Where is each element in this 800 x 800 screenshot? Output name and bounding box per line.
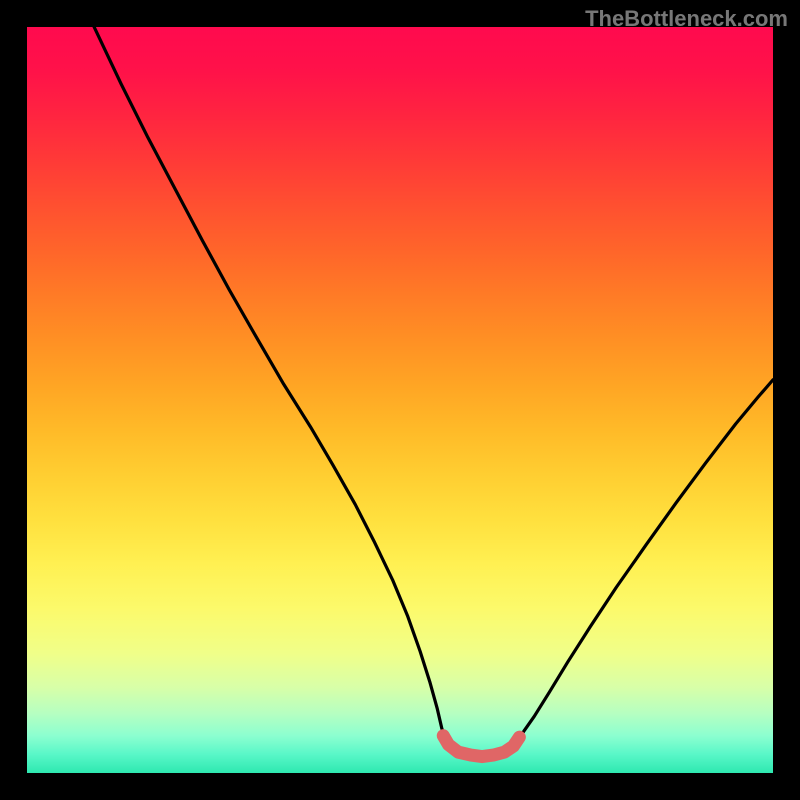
curve-right-arm — [519, 380, 773, 738]
watermark-label: TheBottleneck.com — [585, 6, 788, 32]
curve-flat-bottom — [443, 736, 519, 757]
curve-left-arm — [94, 27, 445, 738]
chart-frame: { "watermark": { "text": "TheBottleneck.… — [0, 0, 800, 800]
chart-curve-layer — [27, 27, 773, 773]
chart-plot-area — [27, 27, 773, 773]
